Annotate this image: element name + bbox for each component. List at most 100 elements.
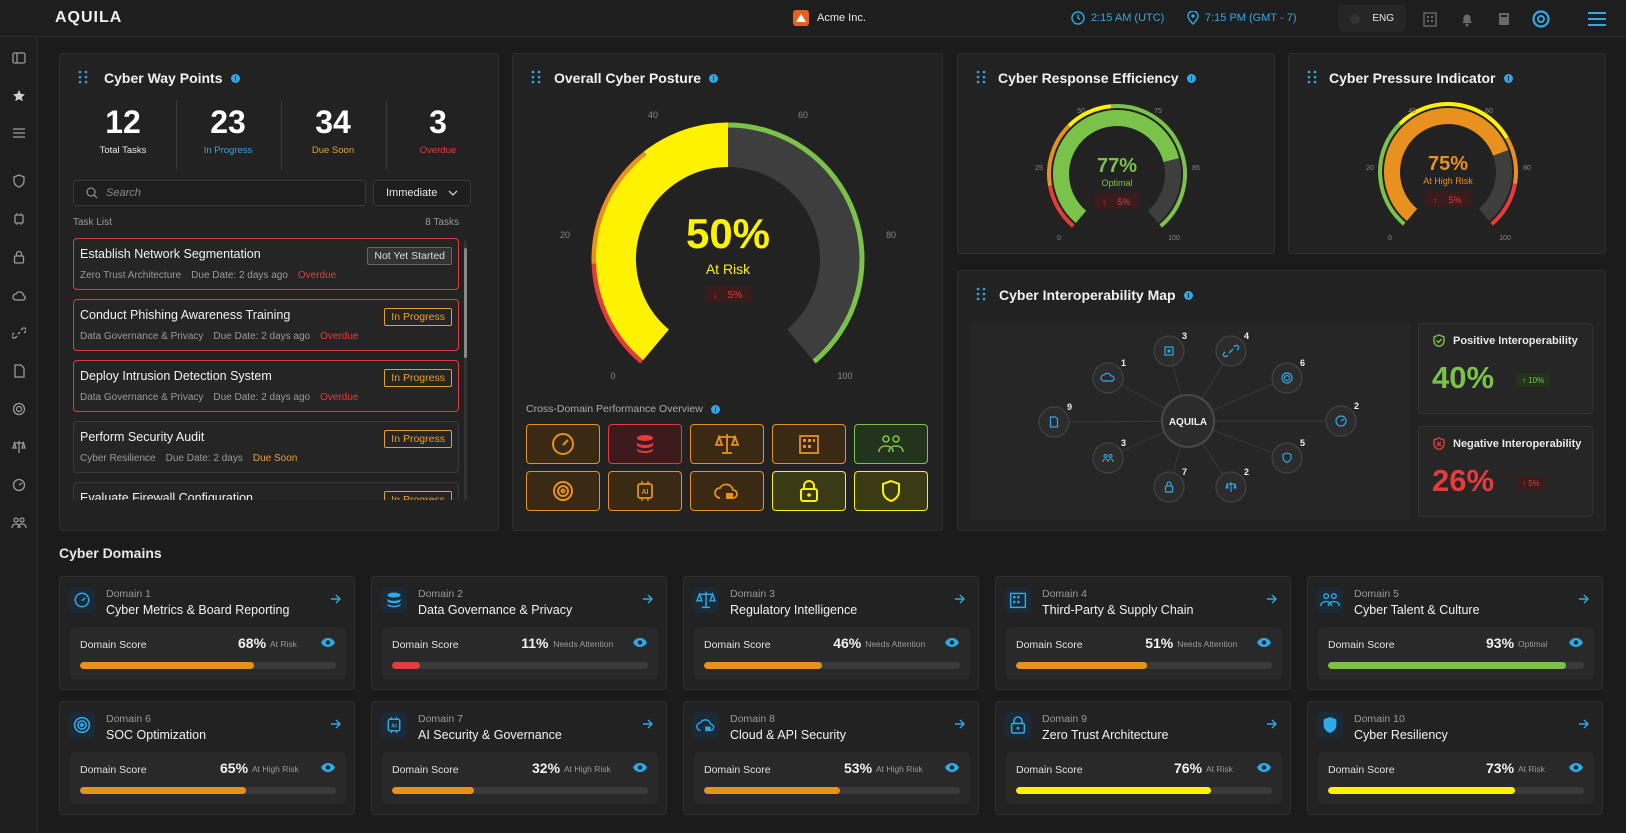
info-icon[interactable] <box>1186 73 1196 83</box>
gauge-icon[interactable] <box>9 475 29 495</box>
stat-due-soon[interactable]: 34 Due Soon <box>282 104 384 156</box>
drag-handle-icon[interactable] <box>976 287 986 301</box>
info-icon[interactable] <box>710 404 720 414</box>
eye-icon[interactable] <box>632 637 648 648</box>
eye-icon[interactable] <box>1568 637 1584 648</box>
domain-card[interactable]: Domain 3 Regulatory Intelligence Domain Sc… <box>683 576 979 690</box>
task-item[interactable]: Evaluate Firewall Configuration In Progr… <box>73 482 459 500</box>
positive-interop-panel[interactable]: Positive Interoperability 40% ↑ 10% <box>1418 323 1593 414</box>
domain-card[interactable]: Domain 6 SOC Optimization Domain Score 65% A… <box>59 701 355 815</box>
eye-icon[interactable] <box>320 637 336 648</box>
domain-card[interactable]: AI Domain 7 AI Security & Governance Domain… <box>371 701 667 815</box>
arrow-right-icon[interactable] <box>330 719 342 729</box>
eye-icon[interactable] <box>944 762 960 773</box>
info-icon[interactable] <box>1503 73 1513 83</box>
tile-regulatory[interactable] <box>690 424 764 464</box>
domain-card[interactable]: Domain 8 Cloud & API Security Domain Score… <box>683 701 979 815</box>
tile-third-party[interactable] <box>772 424 846 464</box>
language-toggle[interactable]: ENG <box>1338 5 1406 32</box>
building-icon[interactable] <box>1420 9 1440 29</box>
network-node[interactable]: 3 <box>1153 331 1187 367</box>
shield-icon[interactable] <box>9 171 29 191</box>
network-node[interactable]: 7 <box>1153 467 1187 503</box>
info-icon[interactable] <box>230 73 240 83</box>
arrow-right-icon[interactable] <box>954 594 966 604</box>
center-hub[interactable] <box>1161 394 1215 448</box>
domain-card[interactable]: Domain 2 Data Governance & Privacy Domain … <box>371 576 667 690</box>
domain-card[interactable]: Domain 1 Cyber Metrics & Board Reporting D… <box>59 576 355 690</box>
menu-list-icon[interactable] <box>9 123 29 143</box>
drag-handle-icon[interactable] <box>1307 70 1317 84</box>
eye-icon[interactable] <box>944 637 960 648</box>
hamburger-menu-icon[interactable] <box>1587 9 1607 29</box>
book-icon[interactable] <box>1494 9 1514 29</box>
negative-interop-panel[interactable]: Negative Interoperability 26% ↑ 5% <box>1418 426 1593 517</box>
network-node[interactable]: 4 <box>1215 331 1249 367</box>
stat-overdue[interactable]: 3 Overdue <box>387 104 489 156</box>
arrow-right-icon[interactable] <box>1266 719 1278 729</box>
tile-talent[interactable] <box>854 424 928 464</box>
eye-icon[interactable] <box>1568 762 1584 773</box>
tile-soc[interactable] <box>526 471 600 511</box>
domain-score-panel: Domain Score 73% At Risk <box>1318 752 1594 804</box>
task-item[interactable]: Conduct Phishing Awareness Training In P… <box>73 299 459 351</box>
help-lifebuoy-icon[interactable] <box>1531 9 1551 29</box>
link-icon[interactable] <box>9 323 29 343</box>
eye-icon[interactable] <box>1256 637 1272 648</box>
tile-zero-trust[interactable] <box>772 471 846 511</box>
stat-total-tasks[interactable]: 12 Total Tasks <box>72 104 174 156</box>
domain-card[interactable]: Domain 10 Cyber Resiliency Domain Score 73%… <box>1307 701 1603 815</box>
arrow-right-icon[interactable] <box>1578 719 1590 729</box>
arrow-right-icon[interactable] <box>1266 594 1278 604</box>
task-item[interactable]: Establish Network Segmentation Not Yet S… <box>73 238 459 290</box>
domain-card[interactable]: Domain 4 Third-Party & Supply Chain Domain… <box>995 576 1291 690</box>
arrow-right-icon[interactable] <box>642 594 654 604</box>
organization[interactable]: Acme Inc. <box>793 10 866 26</box>
tile-ai-security[interactable]: AI <box>608 471 682 511</box>
drag-handle-icon[interactable] <box>531 70 541 84</box>
notification-bell-icon[interactable] <box>1457 9 1477 29</box>
search-input[interactable] <box>106 187 346 199</box>
network-node[interactable]: 5 <box>1271 438 1305 474</box>
cloud-icon[interactable] <box>9 286 29 306</box>
network-node[interactable]: 6 <box>1271 358 1305 394</box>
star-icon[interactable] <box>9 86 29 106</box>
drag-handle-icon[interactable] <box>976 70 986 84</box>
arrow-right-icon[interactable] <box>642 719 654 729</box>
task-search[interactable] <box>73 180 366 206</box>
priority-filter-select[interactable]: Immediate <box>373 180 471 206</box>
task-item[interactable]: Perform Security Audit In Progress Cyber… <box>73 421 459 473</box>
drag-handle-icon[interactable] <box>78 70 88 84</box>
arrow-right-icon[interactable] <box>1578 594 1590 604</box>
panel-icon[interactable] <box>9 48 29 68</box>
arrow-right-icon[interactable] <box>330 594 342 604</box>
scale-icon[interactable] <box>9 437 29 457</box>
network-node[interactable]: 1 <box>1092 358 1126 394</box>
network-node[interactable]: 2 <box>1325 401 1359 437</box>
eye-icon[interactable] <box>632 762 648 773</box>
tile-cloud[interactable] <box>690 471 764 511</box>
network-node[interactable]: 2 <box>1215 467 1249 503</box>
tile-cyber-metrics[interactable] <box>526 424 600 464</box>
arrow-right-icon[interactable] <box>954 719 966 729</box>
chip-icon[interactable] <box>9 209 29 229</box>
eye-icon[interactable] <box>1256 762 1272 773</box>
people-icon[interactable] <box>9 513 29 533</box>
eye-icon[interactable] <box>320 762 336 773</box>
task-item[interactable]: Deploy Intrusion Detection System In Pro… <box>73 360 459 412</box>
lock-icon[interactable] <box>9 247 29 267</box>
info-icon[interactable] <box>709 73 719 83</box>
tile-resiliency[interactable] <box>854 471 928 511</box>
info-icon[interactable] <box>1183 290 1193 300</box>
network-node[interactable]: 9 <box>1038 402 1072 438</box>
network-node[interactable]: 3 <box>1092 438 1126 474</box>
domain-card[interactable]: Domain 5 Cyber Talent & Culture Domain Sco… <box>1307 576 1603 690</box>
domain-card[interactable]: Domain 9 Zero Trust Architecture Domain Sc… <box>995 701 1291 815</box>
tile-data-governance[interactable] <box>608 424 682 464</box>
stat-in-progress[interactable]: 23 In Progress <box>177 104 279 156</box>
document-icon[interactable] <box>9 361 29 381</box>
scrollbar-thumb[interactable] <box>464 248 467 358</box>
task-list-scrollbar[interactable] <box>464 240 467 500</box>
app-logo[interactable]: AQUILA <box>55 9 123 26</box>
target-icon[interactable] <box>9 399 29 419</box>
